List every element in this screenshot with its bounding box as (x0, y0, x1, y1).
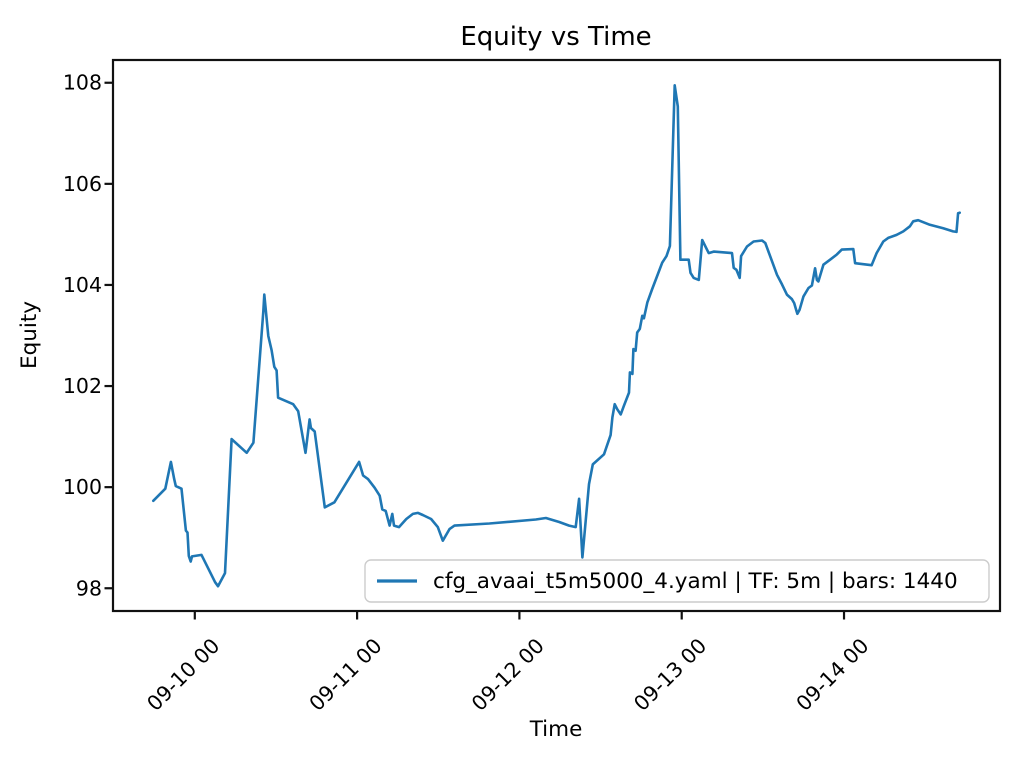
x-tick-label: 09-10 00 (142, 634, 224, 716)
legend-box (364, 559, 990, 603)
x-tick-label: 09-11 00 (304, 634, 386, 716)
legend: cfg_avaai_t5m5000_4.yaml | TF: 5m | bars… (364, 559, 990, 603)
x-axis-label: Time (529, 717, 583, 742)
y-tick-label: 108 (63, 71, 102, 95)
y-tick-label: 106 (63, 172, 102, 196)
y-tick-label: 100 (63, 475, 102, 499)
y-tick-label: 98 (76, 576, 102, 600)
y-tick-label: 102 (63, 374, 102, 398)
legend-label: cfg_avaai_t5m5000_4.yaml | TF: 5m | bars… (433, 569, 958, 594)
y-axis-label: Equity (17, 301, 42, 369)
axis-ticks: 98 100 102 104 106 108 09-10 00 09-11 00 09-12 0… (63, 71, 874, 716)
x-tick-label: 09-14 00 (791, 634, 873, 716)
chart-title: Equity vs Time (460, 22, 651, 52)
equity-line-path (152, 84, 961, 588)
x-tick-label: 09-13 00 (629, 634, 711, 716)
axes-spines (111, 58, 1002, 613)
x-tick-label: 09-12 00 (467, 634, 549, 716)
y-tick-label: 104 (63, 273, 102, 297)
equity-line-series (152, 84, 961, 588)
